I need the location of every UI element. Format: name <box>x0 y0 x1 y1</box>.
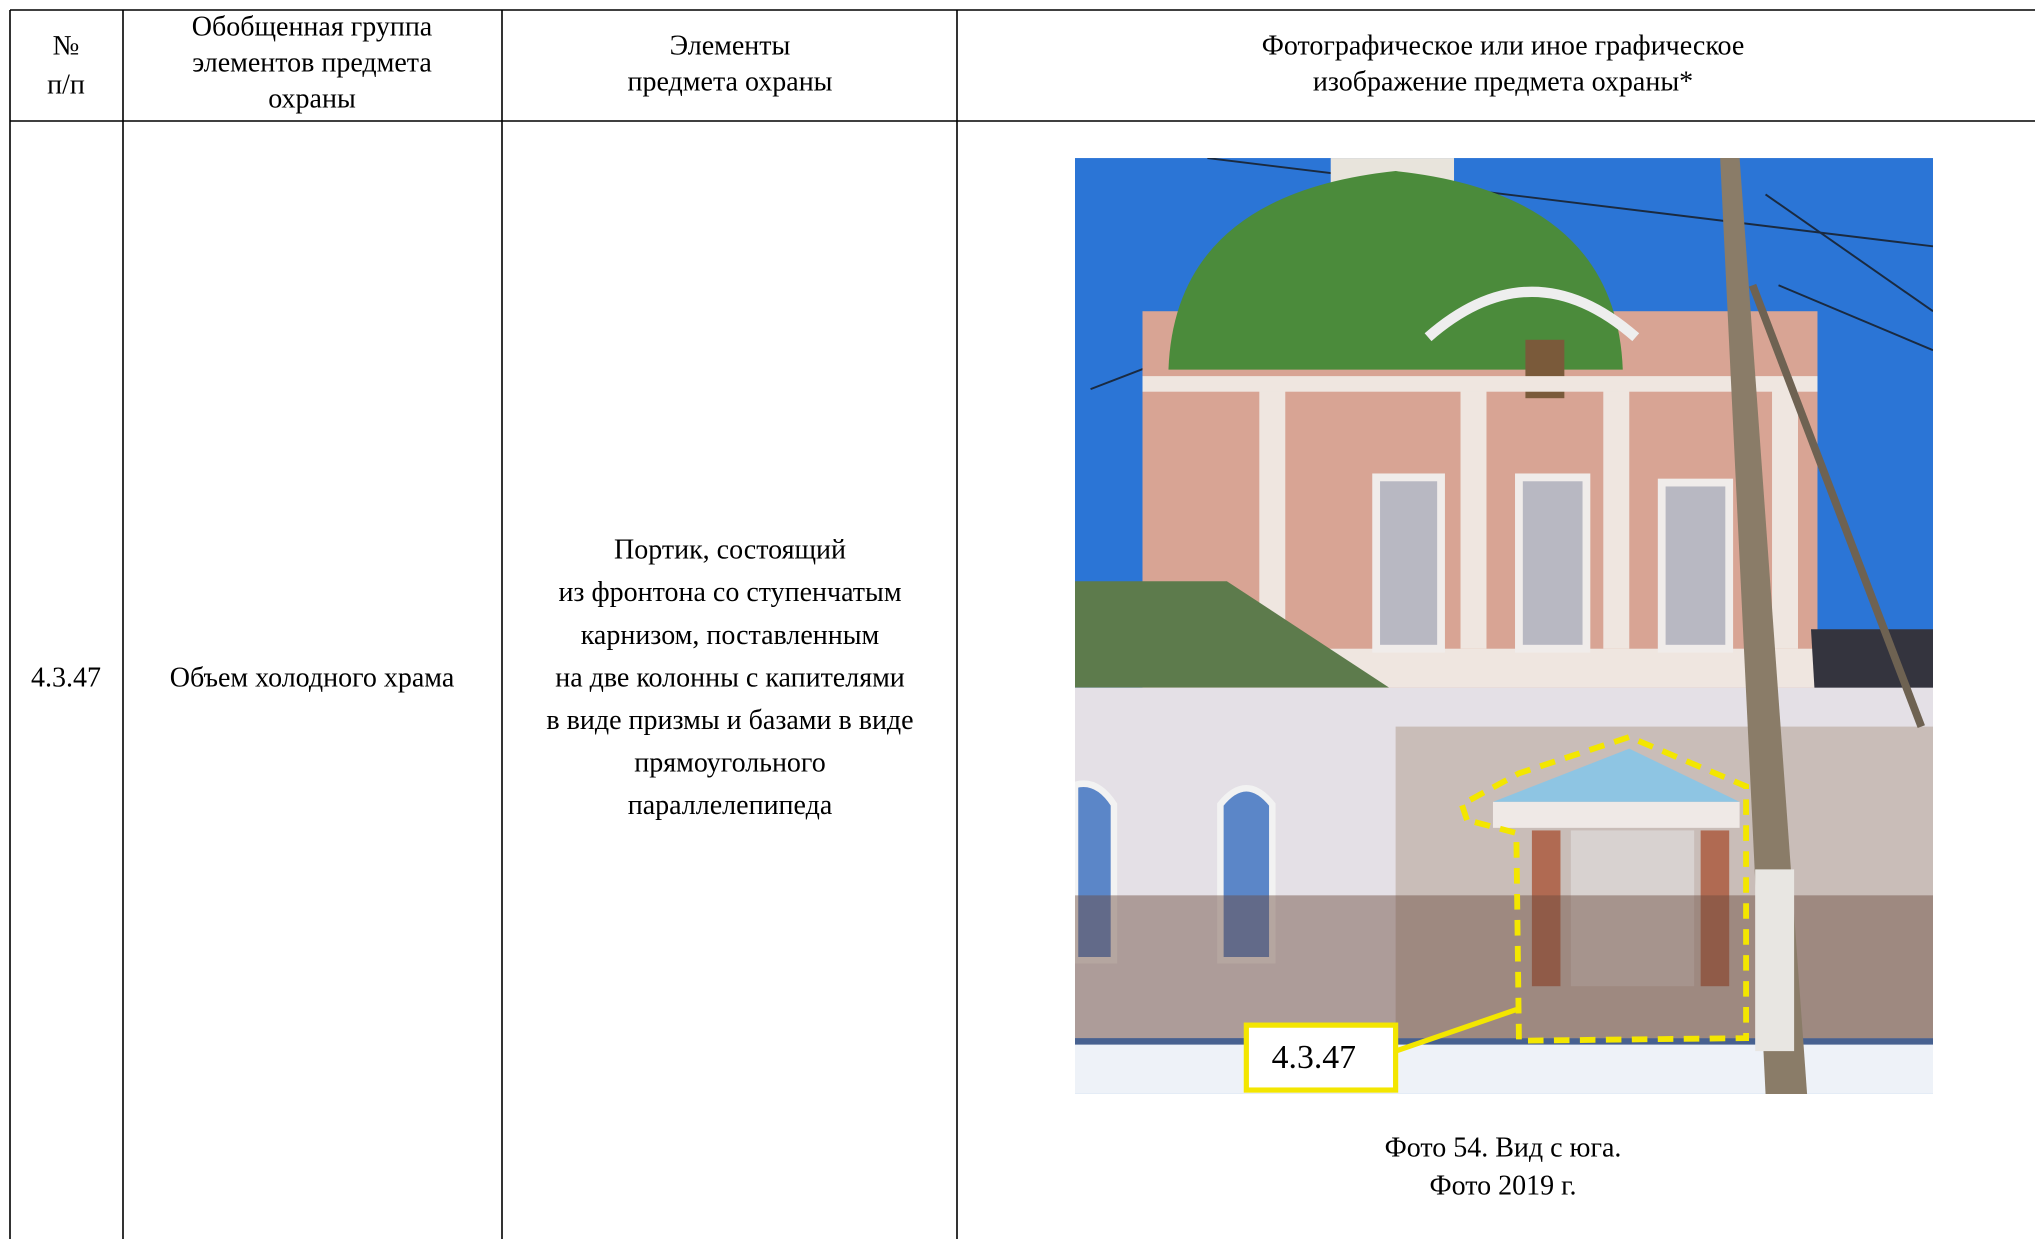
photo-caption: Фото 2019 г. <box>1430 1170 1577 1201</box>
portal <box>1570 830 1695 987</box>
cell-number: 4.3.47 <box>31 662 101 693</box>
bushes <box>1075 895 1933 1052</box>
cell-elements: на две колонны с капителями <box>555 662 905 693</box>
label-box <box>1243 1022 1399 1093</box>
arch-decor <box>1424 286 1640 342</box>
arched-windows <box>1075 780 1276 964</box>
header-text: Элементы <box>670 30 791 61</box>
cell-elements: параллелепипеда <box>628 790 833 821</box>
cornice <box>1492 801 1740 828</box>
photo: 4.3.47 <box>1075 158 1933 1094</box>
cell-elements: Портик, состоящий <box>614 535 846 566</box>
columns <box>1531 830 1730 987</box>
header-text: изображение предмета охраны* <box>1313 66 1693 97</box>
dome <box>1168 171 1623 370</box>
pole-base <box>1755 869 1795 1052</box>
cell-elements: в виде призмы и базами в виде <box>546 705 913 736</box>
windows <box>1372 473 1734 653</box>
cell-elements: карнизом, поставленным <box>581 620 880 651</box>
table-text: № п/п Обобщенная группа элементов предмета о… <box>31 11 1744 1201</box>
header-text: предмета охраны <box>628 66 833 97</box>
pole <box>1720 158 1808 1094</box>
label-arrow <box>1394 1007 1518 1054</box>
cell-elements: из фронтона со ступенчатым <box>558 577 901 608</box>
highlight-outline <box>1458 733 1750 1044</box>
header-text: элементов предмета <box>192 47 432 78</box>
header-text: Обобщенная группа <box>192 11 433 42</box>
cell-elements: прямоугольного <box>634 748 825 779</box>
table-grid <box>9 9 2035 1239</box>
photo-label: 4.3.47 <box>1272 1039 1356 1076</box>
header-text: № <box>53 30 80 61</box>
header-text: п/п <box>47 69 85 100</box>
header-text: охраны <box>268 83 356 114</box>
stay <box>1748 283 1925 728</box>
header-text: Фотографическое или иное графическое <box>1262 30 1745 61</box>
side-roof <box>1075 581 1390 688</box>
photo-caption: Фото 54. Вид с юга. <box>1385 1132 1622 1163</box>
cell-group: Объем холодного храма <box>170 662 455 693</box>
pediment <box>1492 748 1740 802</box>
